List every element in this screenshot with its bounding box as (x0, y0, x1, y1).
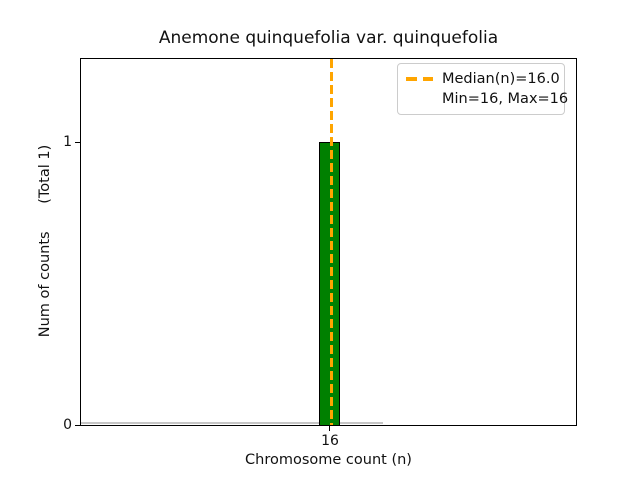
y-axis-label: Num of counts (Total 1) (37, 144, 53, 338)
legend-row-minmax: Min=16, Max=16 (406, 89, 568, 109)
y-tick-label-1: 1 (63, 134, 72, 150)
plot-area: Median(n)=16.0 Min=16, Max=16 (80, 58, 577, 426)
legend-median-label: Median(n)=16.0 (442, 71, 560, 87)
y-tick-mark-1 (75, 142, 80, 144)
x-tick-mark-16 (329, 426, 331, 431)
histogram-bar-16 (319, 142, 340, 425)
y-tick-mark-0 (75, 425, 80, 427)
x-tick-label-16: 16 (321, 433, 339, 449)
x-axis-label: Chromosome count (n) (245, 452, 412, 468)
legend: Median(n)=16.0 Min=16, Max=16 (397, 63, 568, 115)
zero-count-bin-baseline (81, 422, 383, 424)
chart-title: Anemone quinquefolia var. quinquefolia (158, 28, 499, 48)
legend-row-median: Median(n)=16.0 (406, 69, 560, 89)
median-dashed-line-icon (406, 77, 433, 81)
legend-empty-handle (406, 97, 433, 101)
legend-minmax-label: Min=16, Max=16 (442, 91, 569, 107)
median-line (330, 59, 333, 425)
y-tick-label-0: 0 (63, 417, 72, 433)
